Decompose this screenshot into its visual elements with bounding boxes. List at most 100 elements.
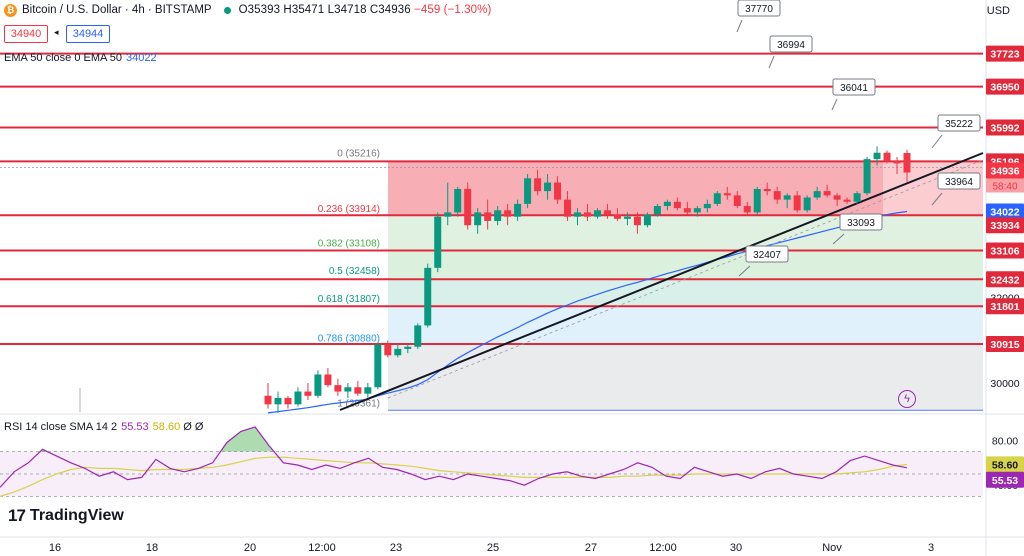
candle-10 <box>364 383 372 398</box>
candle-28 <box>544 174 552 200</box>
price-tag-text: 34022 <box>990 206 1019 218</box>
candle-body <box>813 191 821 198</box>
ema-label: EMA 50 close 0 EMA 50 <box>4 52 123 64</box>
tradingview-logo: 17 TradingView <box>8 506 124 526</box>
price-tick-33106: 33106 <box>986 242 1024 259</box>
lightning-icon[interactable]: ϟ <box>898 390 916 408</box>
candle-2 <box>284 395 292 409</box>
candle-body <box>534 178 542 192</box>
bitcoin-icon: ₿ <box>4 3 17 17</box>
candle-13 <box>394 344 402 358</box>
candle-0 <box>264 383 272 409</box>
price-tag-bg <box>986 335 1024 352</box>
candle-1 <box>274 391 282 413</box>
rsi-value-tag-bg <box>986 471 1024 488</box>
candle-36 <box>623 212 631 226</box>
candle-body <box>783 195 791 200</box>
tradingview-logo-text: TradingView <box>29 507 124 524</box>
callout-pointer <box>768 55 775 69</box>
callout-pointer <box>738 265 751 277</box>
candle-3 <box>294 387 302 407</box>
candle-24 <box>504 203 512 226</box>
time-tick-6: 27 <box>585 542 597 554</box>
price-tag-text: 34936 <box>990 166 1019 178</box>
symbol-title[interactable]: Bitcoin / U.S. Dollar · 4h · BITSTAMP <box>22 4 212 16</box>
candle-42 <box>683 201 691 215</box>
candle-body <box>753 188 761 213</box>
candle-body <box>703 203 711 209</box>
candle-body <box>394 348 402 356</box>
price-tag-text: 35992 <box>990 122 1019 134</box>
candle-body <box>793 195 801 211</box>
candle-body <box>464 188 472 226</box>
rsi-tick-80.00: 80.00 <box>992 435 1018 447</box>
price-tag-text: 33934 <box>990 220 1019 232</box>
symbol-header[interactable]: ₿ Bitcoin / U.S. Dollar · 4h · BITSTAMP … <box>0 0 491 20</box>
callout-text: 33093 <box>847 218 875 229</box>
rsi-sma-tag-text: 58.60 <box>992 459 1018 471</box>
ohlc-values: O35393 H35471 L34718 C34936 −459 (−1.30%… <box>239 4 492 16</box>
callout-33964: 33964 <box>931 172 981 206</box>
candle-27 <box>534 169 542 196</box>
candle-34 <box>603 203 611 219</box>
time-tick-5: 25 <box>487 542 499 554</box>
sell-price-button[interactable]: 34940 <box>4 25 48 43</box>
candle-body <box>374 344 382 388</box>
callout-box <box>769 35 813 53</box>
fib-label-0-618: 0.618 (31807) <box>318 294 380 305</box>
price-tick-text: 30000 <box>990 378 1019 390</box>
price-tick-32432: 32432 <box>986 271 1024 288</box>
candle-38 <box>643 212 651 228</box>
candle-47 <box>733 191 741 209</box>
price-tick-30000: 30000 <box>990 378 1019 390</box>
fib-label-0-382: 0.382 (33108) <box>318 238 380 249</box>
candle-60 <box>863 156 871 196</box>
candle-46 <box>723 186 731 200</box>
candle-41 <box>673 197 681 211</box>
rsi-legend[interactable]: RSI 14 close SMA 14 2 55.53 58.60 Ø Ø <box>4 421 203 433</box>
candle-body <box>623 216 631 219</box>
candle-body <box>673 201 681 209</box>
candle-body <box>633 216 641 226</box>
candle-body <box>514 203 522 217</box>
candle-39 <box>653 203 661 217</box>
rsi-label: RSI 14 close SMA 14 2 <box>4 421 118 433</box>
callout-text: 36994 <box>777 40 805 51</box>
price-tick-30915: 30915 <box>986 335 1024 352</box>
currency-label[interactable]: USD <box>986 5 1010 17</box>
price-tick-34936: 34936 <box>986 162 1024 179</box>
rsi-value-tag: 55.53 <box>986 471 1024 488</box>
candle-body <box>474 212 482 226</box>
time-tick-7: 12:00 <box>649 542 677 554</box>
candle-body <box>484 212 492 221</box>
buy-price-button[interactable]: 34944 <box>66 25 110 43</box>
candle-54 <box>803 195 811 213</box>
candle-body <box>693 208 701 213</box>
price-tag-text: 37723 <box>990 49 1019 61</box>
candle-50 <box>763 182 771 196</box>
candle-51 <box>773 186 781 204</box>
candle-4 <box>304 383 312 401</box>
rsi-overbought-fill <box>40 427 274 452</box>
callout-36994: 36994 <box>768 35 813 69</box>
price-tag-text: 30915 <box>990 339 1019 351</box>
ema-legend[interactable]: EMA 50 close 0 EMA 50 34022 <box>4 52 157 64</box>
candle-44 <box>703 199 711 213</box>
candle-59 <box>853 191 861 204</box>
rsi-extra: Ø Ø <box>183 421 204 433</box>
tradingview-logo-icon: 17 <box>8 506 26 525</box>
fib-zone-2 <box>388 250 983 279</box>
candle-26 <box>524 174 532 209</box>
candle-6 <box>324 368 332 388</box>
rsi-value-tag-text: 55.53 <box>992 475 1018 487</box>
candle-19 <box>454 186 462 217</box>
price-tag-bg <box>986 162 1024 179</box>
candle-body <box>663 201 671 207</box>
candle-body <box>653 206 661 215</box>
candle-body <box>903 153 911 173</box>
candle-body <box>324 374 332 386</box>
callout-text: 35222 <box>945 119 973 130</box>
fib-label-0: 0 (35216) <box>337 149 380 160</box>
candle-18 <box>444 182 452 226</box>
